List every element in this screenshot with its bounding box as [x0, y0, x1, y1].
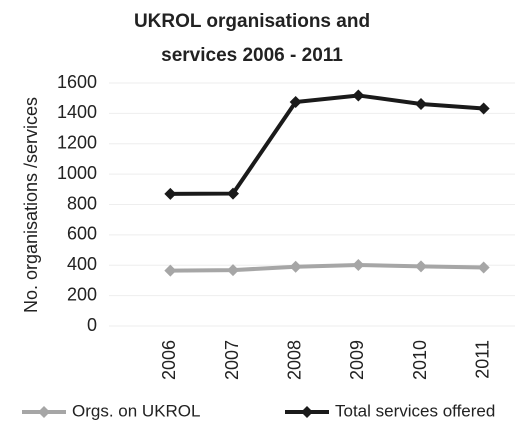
- x-tick-label: 2006: [159, 340, 179, 380]
- y-tick-label: 1400: [57, 102, 97, 122]
- point: [415, 97, 427, 110]
- point: [227, 264, 239, 277]
- legend-swatch: [38, 406, 50, 418]
- point: [477, 102, 490, 115]
- x-tick-label: 2008: [284, 340, 304, 380]
- y-tick-label: 1200: [57, 133, 97, 153]
- legend-label: Orgs. on UKROL: [72, 401, 201, 420]
- legend-label: Total services offered: [335, 401, 495, 420]
- series-line: [170, 262, 484, 273]
- y-tick-label: 0: [87, 315, 97, 335]
- point: [352, 258, 365, 271]
- y-tick-label: 200: [67, 284, 97, 304]
- y-tick-label: 400: [67, 254, 97, 274]
- x-tick-label: 2010: [410, 340, 430, 380]
- point: [227, 187, 239, 200]
- point: [289, 260, 302, 273]
- chart-title: UKROL organisations and: [134, 11, 370, 32]
- y-tick-label: 600: [67, 224, 97, 244]
- point: [352, 89, 365, 102]
- legend-swatch: [301, 406, 313, 418]
- point: [164, 264, 177, 277]
- y-axis-label: No. organisations /services: [21, 97, 41, 313]
- point: [415, 260, 427, 273]
- y-tick-label: 800: [67, 193, 97, 213]
- y-tick-label: 1000: [57, 163, 97, 183]
- chart-title: services 2006 - 2011: [161, 45, 343, 66]
- x-tick-label: 2009: [347, 340, 367, 380]
- point: [164, 187, 177, 200]
- point: [289, 95, 302, 108]
- point: [477, 261, 490, 274]
- series-line: [170, 93, 484, 196]
- x-tick-label: 2007: [222, 340, 242, 380]
- x-tick-label: 2011: [472, 340, 492, 379]
- y-tick-label: 1600: [57, 72, 97, 92]
